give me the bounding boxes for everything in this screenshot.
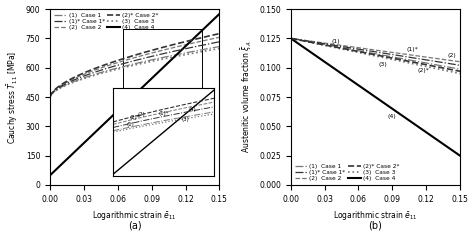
Text: (1): (1) [332, 39, 340, 44]
Text: (a): (a) [128, 220, 142, 230]
Bar [124, 29, 202, 107]
Y-axis label: Cauchy stress $\bar{T}_{11}$ [MPa]: Cauchy stress $\bar{T}_{11}$ [MPa] [6, 50, 20, 144]
Text: (4): (4) [388, 114, 397, 119]
X-axis label: Logarithmic strain $\bar{e}_{11}$: Logarithmic strain $\bar{e}_{11}$ [92, 209, 177, 222]
Text: (2): (2) [448, 53, 456, 58]
Text: (1)*: (1)* [407, 47, 419, 52]
Text: (3): (3) [379, 62, 388, 67]
Text: (b): (b) [368, 220, 383, 230]
Legend: (1)  Case 1, (1)* Case 1*, (2)  Case 2, (2)* Case 2*, (3)  Case 3, (4)  Case 4: (1) Case 1, (1)* Case 1*, (2) Case 2, (2… [294, 163, 400, 182]
Y-axis label: Austenitic volume fraction $\bar{\xi}_A$: Austenitic volume fraction $\bar{\xi}_A$ [239, 41, 254, 153]
X-axis label: Logarithmic strain $\bar{e}_{11}$: Logarithmic strain $\bar{e}_{11}$ [333, 209, 418, 222]
Text: (2)*: (2)* [418, 68, 430, 73]
Legend: (1)  Case 1, (1)* Case 1*, (2)  Case 2, (2)* Case 2*, (3)  Case 3, (4)  Case 4: (1) Case 1, (1)* Case 1*, (2) Case 2, (2… [53, 12, 160, 31]
